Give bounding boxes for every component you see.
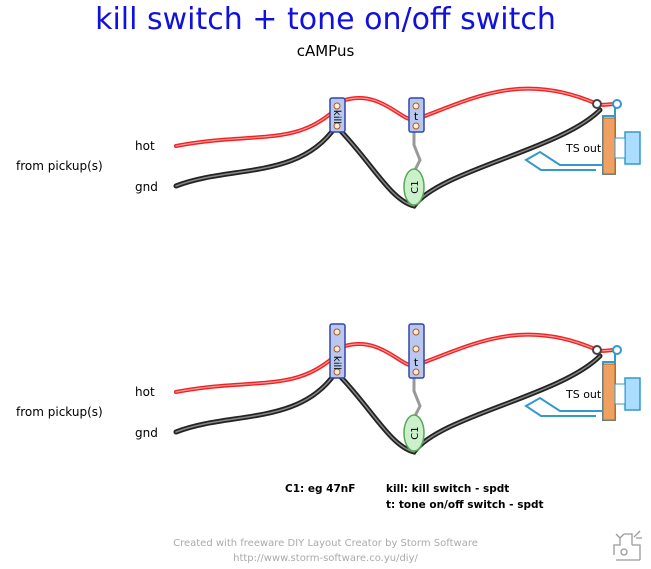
footer-credit: Created with freeware DIY Layout Creator…: [173, 538, 478, 549]
gnd-label: gnd: [135, 426, 158, 440]
gnd-wire: [173, 107, 603, 209]
hot-wire: [174, 332, 617, 394]
c1-label: C1: [410, 426, 421, 439]
output-jack: TS out: [524, 99, 641, 175]
circuit-lower: kill t C1 TS out: [173, 323, 641, 455]
footer-url[interactable]: http://www.storm-software.co.yu/diy/: [233, 553, 418, 564]
capacitor-c1: C1: [403, 414, 425, 452]
jack-label: TS out: [565, 142, 602, 155]
capacitor-c1: C1: [403, 168, 425, 206]
c1-label: C1: [410, 180, 421, 193]
gnd-label: gnd: [135, 180, 158, 194]
hot-label: hot: [135, 139, 155, 153]
tone-label: t: [414, 110, 419, 123]
note-c1: C1: eg 47nF: [285, 483, 356, 495]
note-tone: t: tone on/off switch - spdt: [386, 499, 544, 511]
gnd-wire: [173, 353, 603, 455]
from-pickup-label: from pickup(s): [16, 405, 103, 419]
kill-label: kill: [331, 356, 342, 370]
note-kill: kill: kill switch - spdt: [386, 483, 510, 495]
kill-label: kill: [331, 110, 342, 124]
jack-label: TS out: [565, 388, 602, 401]
tone-label: t: [414, 356, 419, 369]
tone-switch: t: [408, 323, 425, 379]
kill-switch: kill: [329, 323, 346, 379]
kill-switch: kill: [329, 97, 346, 133]
hot-label: hot: [135, 385, 155, 399]
circuit-upper: kill t C1 TS o: [173, 86, 641, 209]
from-pickup-label: from pickup(s): [16, 159, 103, 173]
output-jack: TS out: [524, 345, 641, 421]
page-subtitle: cAMPus: [296, 42, 355, 60]
hot-wire: [174, 86, 617, 148]
diy-logo-icon: [613, 530, 642, 561]
page-title: kill switch + tone on/off switch: [95, 2, 556, 37]
tone-switch: t: [408, 97, 425, 133]
